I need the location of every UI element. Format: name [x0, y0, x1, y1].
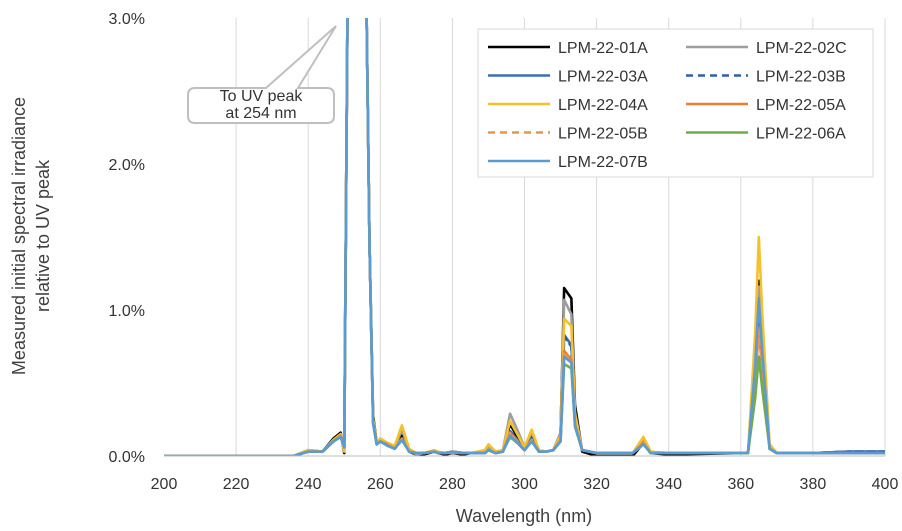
legend-label-LPM-22-03A: LPM-22-03A — [558, 69, 648, 86]
x-tick-label: 320 — [583, 476, 610, 493]
y-axis-title-line-1: Measured initial spectral irradiance — [9, 97, 29, 375]
x-tick-label: 340 — [655, 476, 682, 493]
series-line-LPM-22-07B — [164, 18, 885, 456]
x-tick-label: 300 — [511, 476, 538, 493]
x-axis-title: Wavelength (nm) — [456, 506, 592, 526]
x-tick-label: 400 — [872, 476, 899, 493]
x-tick-labels: 200 220 240 260 280 300 320 340 360 380 400 — [151, 476, 899, 493]
y-tick-label: 2.0% — [109, 157, 145, 174]
callout-box — [187, 25, 337, 124]
legend: LPM-22-01A LPM-22-02C LPM-22-03A LPM-22-03B… — [477, 28, 874, 178]
x-tick-label: 200 — [151, 476, 178, 493]
y-tick-label: 3.0% — [109, 11, 145, 28]
x-tick-label: 360 — [727, 476, 754, 493]
x-tick-label: 240 — [295, 476, 322, 493]
legend-label-LPM-22-06A: LPM-22-06A — [756, 126, 846, 143]
x-tick-label: 260 — [367, 476, 394, 493]
x-tick-label: 380 — [800, 476, 827, 493]
y-tick-labels: 0.0% 1.0% 2.0% 3.0% — [109, 11, 145, 466]
y-tick-label: 0.0% — [109, 449, 145, 466]
legend-label-LPM-22-04A: LPM-22-04A — [558, 97, 648, 114]
legend-label-LPM-22-02C: LPM-22-02C — [756, 40, 847, 57]
series-lines — [164, 18, 885, 456]
legend-label-LPM-22-05B: LPM-22-05B — [558, 126, 648, 143]
y-tick-label: 1.0% — [109, 303, 145, 320]
y-axis-title-line-2: relative to UV peak — [33, 159, 53, 312]
x-tick-label: 220 — [223, 476, 250, 493]
callout-text-line-1: To UV peak — [220, 88, 304, 105]
x-tick-label: 280 — [439, 476, 466, 493]
callout-text-line-2: at 254 nm — [225, 105, 296, 122]
annotation-callout: To UV peak at 254 nm — [187, 25, 337, 124]
y-axis-title: Measured initial spectral irradiance rel… — [9, 97, 53, 375]
legend-label-LPM-22-07B: LPM-22-07B — [558, 154, 648, 171]
legend-label-LPM-22-05A: LPM-22-05A — [756, 97, 846, 114]
legend-label-LPM-22-03B: LPM-22-03B — [756, 69, 846, 86]
legend-label-LPM-22-01A: LPM-22-01A — [558, 40, 648, 57]
